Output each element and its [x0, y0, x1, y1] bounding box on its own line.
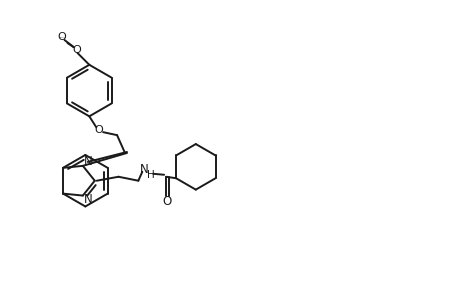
Text: O: O: [162, 195, 171, 208]
Text: O: O: [57, 32, 66, 42]
Text: methoxy: methoxy: [59, 36, 66, 38]
Text: N: N: [140, 163, 148, 176]
Text: H: H: [147, 170, 155, 180]
Text: N: N: [83, 155, 92, 168]
Text: O: O: [72, 45, 81, 55]
Text: O: O: [95, 125, 103, 135]
Text: N: N: [83, 193, 92, 206]
